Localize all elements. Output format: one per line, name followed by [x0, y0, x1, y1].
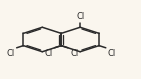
Text: Cl: Cl — [76, 12, 84, 21]
Text: Cl: Cl — [6, 49, 15, 58]
Text: Cl: Cl — [108, 49, 116, 58]
Text: Cl: Cl — [70, 49, 78, 58]
Text: Cl: Cl — [44, 49, 52, 58]
